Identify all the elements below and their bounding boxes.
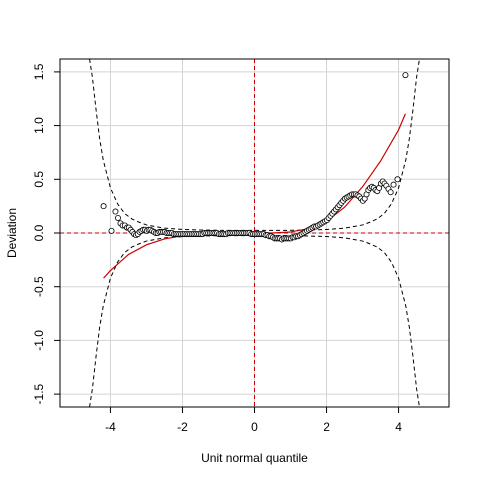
data-point	[402, 72, 409, 79]
x-tick-label: -2	[177, 420, 188, 434]
y-axis-title: Deviation	[5, 208, 19, 258]
x-tick-label: 0	[251, 420, 258, 434]
data-point	[390, 181, 397, 188]
reference-lines	[60, 59, 449, 407]
confidence-bands	[89, 59, 420, 407]
upper-confidence-band	[89, 59, 420, 231]
plot-area	[89, 59, 420, 407]
y-tick-label: 1.5	[32, 63, 46, 80]
x-axis-title: Unit normal quantile	[201, 451, 308, 465]
data-point	[108, 227, 115, 234]
data-point	[394, 176, 401, 183]
x-tick-label: -4	[105, 420, 116, 434]
x-tick-label: 2	[323, 420, 330, 434]
data-point	[387, 189, 394, 196]
y-tick-label: 0.0	[32, 224, 46, 241]
lower-confidence-band	[89, 235, 420, 407]
y-tick-label: 0.5	[32, 171, 46, 188]
y-tick-label: 1.0	[32, 117, 46, 134]
data-points	[100, 72, 409, 243]
y-tick-label: -1.0	[32, 330, 46, 351]
x-tick-label: 4	[395, 420, 402, 434]
axes: -4 -2 0 2 4 -1.5 -1.0 -0.5 0.0 0.5 1.0 1.5	[32, 63, 402, 434]
data-point	[114, 214, 121, 221]
y-tick-label: -1.5	[32, 383, 46, 404]
data-point	[100, 203, 107, 210]
y-tick-label: -0.5	[32, 276, 46, 297]
data-point	[112, 208, 119, 215]
